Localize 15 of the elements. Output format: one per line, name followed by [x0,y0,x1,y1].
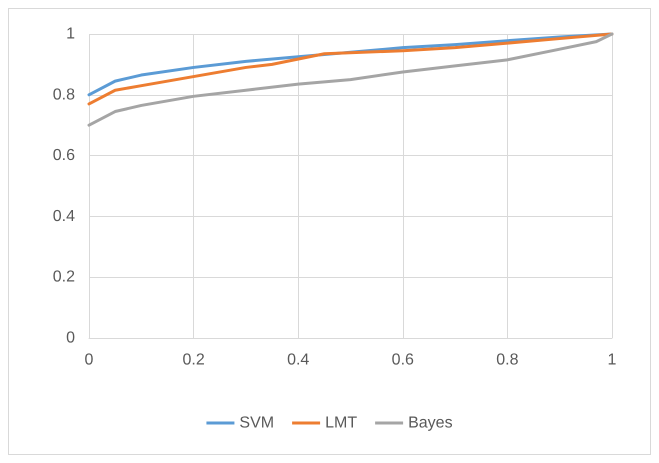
x-tick-label: 0.4 [287,352,310,368]
x-tick-label: 0 [84,352,94,368]
y-tick-label: 0.8 [52,86,76,104]
y-tick-label: 0.2 [52,268,76,286]
y-tick-label: 0 [66,330,76,346]
x-tick-label: 0.2 [182,352,205,368]
legend-label: Bayes [408,414,453,432]
legend-label: SVM [239,414,274,432]
x-tick-label: 1 [608,352,617,368]
x-tick-label: 0.6 [392,352,414,368]
legend-label: LMT [325,414,358,432]
y-tick-label: 1 [66,26,76,42]
y-tick-label: 0.4 [52,208,76,225]
y-tick-label: 0.6 [52,147,76,164]
x-tick-label: 0.8 [496,352,519,368]
